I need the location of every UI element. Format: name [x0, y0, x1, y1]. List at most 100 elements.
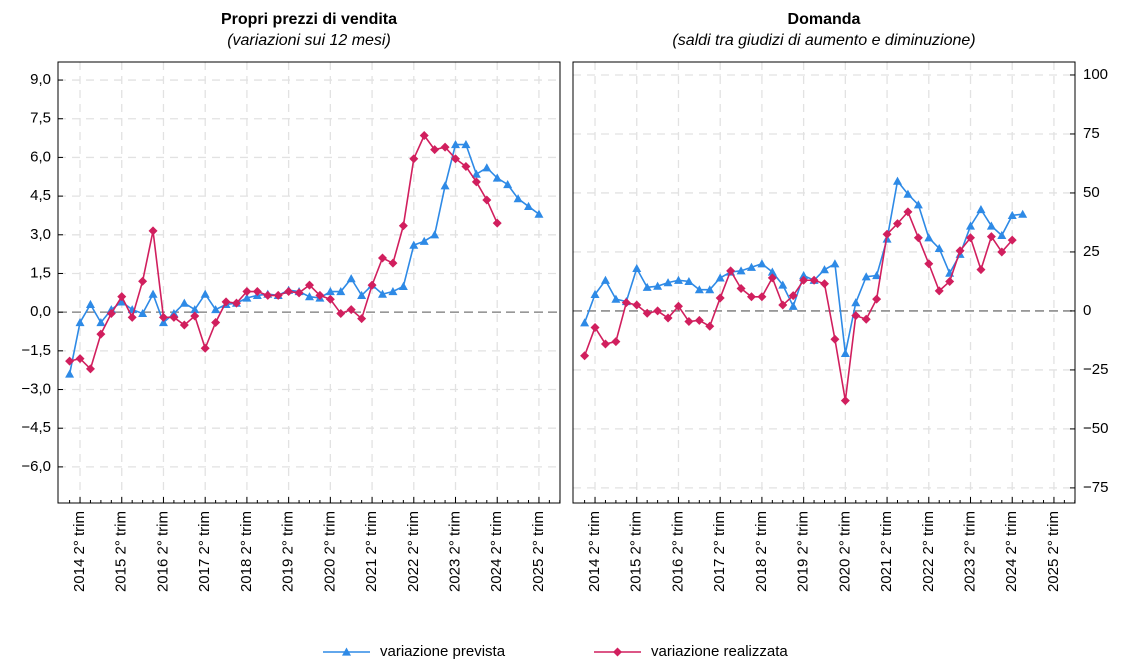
marker: [85, 299, 95, 309]
marker: [913, 233, 923, 243]
marker: [378, 289, 387, 298]
marker: [966, 233, 976, 243]
marker: [513, 194, 523, 203]
marker: [611, 337, 621, 347]
marker: [117, 297, 127, 306]
marker: [684, 317, 694, 327]
x-tick-label: 2023 2° trim: [961, 511, 978, 592]
marker: [304, 292, 314, 301]
y-tick-label: −25: [1083, 361, 1108, 378]
plot-border: [572, 61, 1076, 504]
marker: [398, 281, 408, 290]
marker: [976, 265, 986, 275]
marker: [148, 226, 158, 236]
marker: [580, 318, 590, 327]
x-tick-label: 2021 2° trim: [363, 511, 380, 592]
marker: [127, 312, 137, 322]
marker: [336, 287, 346, 296]
marker: [325, 287, 335, 296]
marker: [705, 321, 715, 331]
marker: [861, 272, 871, 281]
marker: [673, 275, 683, 284]
marker: [684, 276, 694, 286]
marker: [231, 298, 241, 308]
x-tick-label: 2025 2° trim: [1045, 511, 1062, 592]
chart-subtitle: (variazioni sui 12 mesi): [227, 32, 391, 49]
marker: [304, 280, 314, 290]
marker: [736, 266, 746, 275]
marker: [819, 279, 829, 289]
marker: [388, 258, 398, 268]
marker: [179, 320, 189, 330]
marker: [955, 246, 965, 256]
marker: [663, 313, 673, 323]
marker: [419, 236, 429, 245]
marker: [715, 293, 725, 303]
marker: [642, 308, 652, 318]
marker: [767, 267, 777, 276]
marker: [872, 271, 882, 280]
y-tick-label: 9,0: [30, 71, 51, 88]
marker: [148, 289, 158, 298]
marker: [861, 314, 871, 324]
marker: [673, 301, 683, 311]
marker: [96, 329, 106, 339]
x-tick-label: 2014 2° trim: [586, 511, 603, 592]
marker: [924, 259, 934, 269]
marker: [893, 219, 902, 229]
marker: [190, 311, 200, 321]
marker: [840, 396, 850, 406]
legend-label: variazione prevista: [380, 643, 506, 660]
marker: [580, 351, 590, 361]
x-tick-label: 2019 2° trim: [795, 511, 812, 592]
marker: [809, 275, 819, 285]
marker: [903, 189, 913, 198]
marker: [997, 230, 1007, 240]
marker: [200, 289, 210, 298]
marker: [746, 262, 756, 271]
marker: [694, 285, 704, 294]
marker: [75, 354, 85, 364]
chart-subtitle: (saldi tra giudizi di aumento e diminuzi…: [672, 32, 975, 49]
y-tick-label: −6,0: [21, 458, 51, 475]
marker: [451, 154, 461, 164]
marker: [924, 233, 934, 242]
marker: [242, 287, 252, 297]
marker: [632, 300, 642, 310]
y-tick-label: 1,5: [30, 264, 51, 281]
marker: [653, 306, 663, 316]
x-tick-label: 2023 2° trim: [446, 511, 463, 592]
marker: [211, 317, 221, 327]
marker: [336, 308, 346, 318]
marker: [482, 195, 492, 205]
marker: [799, 271, 809, 280]
marker: [388, 287, 398, 296]
y-tick-label: 25: [1083, 243, 1100, 260]
marker: [799, 275, 809, 285]
y-tick-label: −3,0: [21, 380, 51, 397]
legend-marker: [613, 647, 622, 657]
marker: [190, 305, 200, 314]
marker: [819, 265, 829, 274]
x-tick-label: 2017 2° trim: [196, 511, 213, 592]
marker: [440, 142, 450, 152]
y-tick-label: 75: [1083, 125, 1100, 142]
marker: [482, 163, 492, 172]
marker: [757, 292, 767, 302]
marker: [252, 287, 262, 297]
marker: [600, 339, 610, 349]
marker: [830, 334, 840, 344]
marker: [492, 173, 502, 182]
y-tick-label: 0: [1083, 302, 1091, 319]
x-tick-label: 2018 2° trim: [753, 511, 770, 592]
marker: [65, 369, 75, 378]
marker: [778, 300, 788, 310]
marker: [851, 311, 861, 321]
marker: [524, 201, 534, 211]
legend-label: variazione realizzata: [651, 643, 788, 660]
marker: [346, 274, 356, 283]
marker: [851, 298, 861, 307]
x-tick-label: 2016 2° trim: [154, 511, 171, 592]
x-tick-label: 2025 2° trim: [530, 511, 547, 592]
marker: [179, 298, 189, 307]
